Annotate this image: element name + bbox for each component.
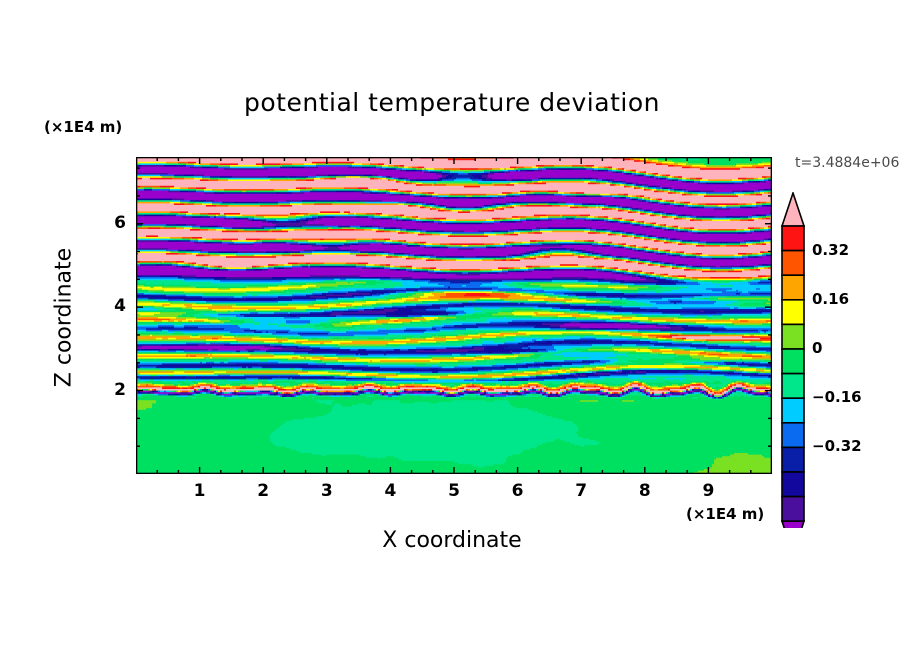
y-axis-title: Z coordinate [51, 247, 77, 388]
x-tick-label-2: 2 [257, 481, 270, 501]
x-tick-label-5: 5 [448, 481, 460, 501]
colorbar-label-3: −0.16 [812, 388, 862, 407]
page-title: potential temperature deviation [244, 88, 660, 117]
y-tick-label-2: 2 [114, 379, 126, 400]
colorbar-swatches [780, 192, 806, 528]
x-tick-label-7: 7 [575, 481, 588, 501]
contour-plot [136, 157, 772, 474]
colorbar-label-1: 0.16 [812, 289, 850, 308]
y-tick-label-4: 4 [114, 296, 126, 317]
x-axis-title: X coordinate [382, 528, 522, 553]
y-tick-label-6: 6 [114, 212, 126, 233]
timestamp-label: t=3.4884e+06 [795, 155, 900, 171]
contour-field [136, 157, 772, 474]
x-tick-label-6: 6 [511, 481, 524, 501]
x-tick-label-4: 4 [384, 481, 397, 501]
colorbar-label-2: 0 [812, 339, 823, 357]
y-axis-unit-label: (×1E4 m) [44, 118, 123, 136]
colorbar [780, 192, 806, 528]
colorbar-label-4: −0.32 [812, 437, 862, 456]
x-axis-unit-label: (×1E4 m) [686, 505, 765, 523]
x-tick-label-8: 8 [638, 481, 651, 501]
x-tick-label-9: 9 [702, 481, 715, 501]
x-tick-label-1: 1 [193, 481, 206, 501]
colorbar-label-0: 0.32 [812, 240, 850, 259]
axis-frame-and-ticks [136, 157, 772, 474]
x-tick-label-3: 3 [320, 481, 333, 501]
